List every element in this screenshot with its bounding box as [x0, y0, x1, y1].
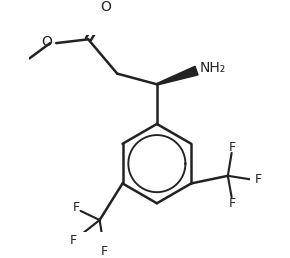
Text: F: F — [72, 201, 79, 214]
Text: F: F — [229, 197, 236, 210]
Text: F: F — [101, 245, 108, 258]
Text: O: O — [100, 0, 111, 14]
Text: F: F — [229, 141, 236, 154]
Text: F: F — [255, 173, 262, 186]
Text: F: F — [69, 234, 77, 247]
Polygon shape — [157, 66, 198, 85]
Text: NH₂: NH₂ — [200, 61, 226, 75]
Text: O: O — [41, 35, 52, 49]
